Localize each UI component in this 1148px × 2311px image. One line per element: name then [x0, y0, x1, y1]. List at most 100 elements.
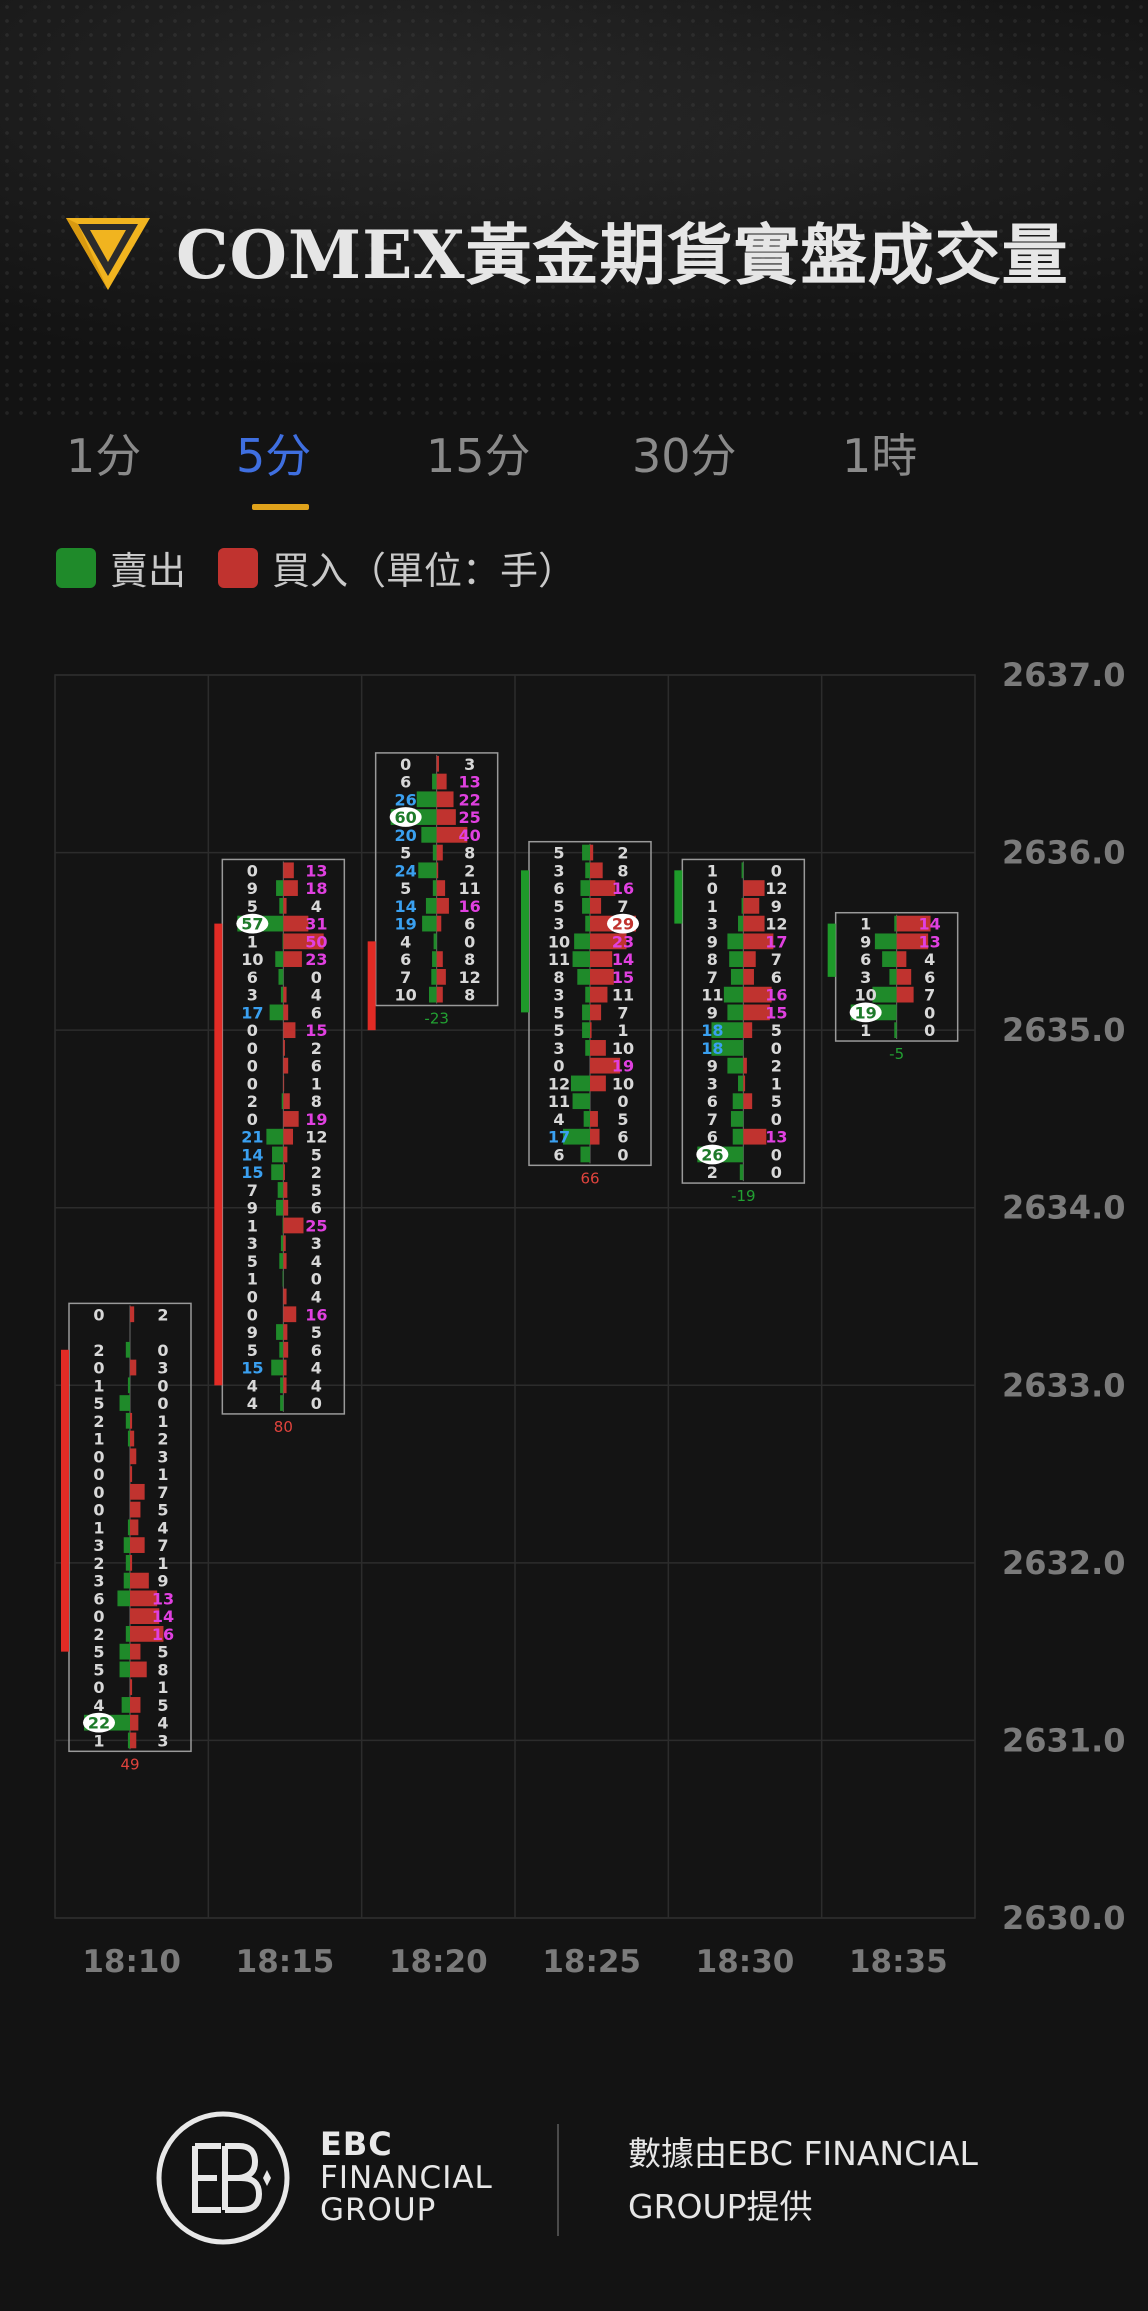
sell-volume-bar [431, 968, 437, 985]
sell-volume-label: 4 [247, 1394, 258, 1413]
sell-volume-bar [429, 986, 437, 1003]
buy-volume-label: 5 [157, 1696, 168, 1715]
buy-volume-label: 0 [157, 1376, 168, 1395]
buy-volume-bar [743, 1057, 747, 1074]
legend: 賣出 買入（單位：手） [56, 540, 576, 595]
delta-label: -19 [731, 1187, 756, 1205]
sell-volume-label: 3 [553, 1039, 564, 1058]
buy-volume-label: 7 [617, 897, 628, 916]
buy-volume-bar [130, 1643, 141, 1660]
buy-volume-bar [283, 915, 309, 932]
buy-volume-bar [130, 1697, 141, 1713]
sell-volume-bar [711, 1022, 744, 1039]
sell-volume-bar [127, 1430, 130, 1447]
sell-volume-bar [582, 897, 590, 914]
buy-volume-label: 8 [464, 844, 475, 863]
buy-volume-bar [283, 1235, 286, 1252]
data-provider-note: 數據由EBC FINANCIAL GROUP提供 [628, 2134, 978, 2226]
buy-volume-bar [130, 1501, 141, 1518]
sell-volume-bar [582, 1022, 590, 1039]
tab-1h[interactable]: 1時 [842, 429, 918, 483]
sell-volume-bar [125, 1412, 130, 1429]
sell-volume-bar [123, 1572, 130, 1589]
buy-volume-bar [896, 915, 931, 932]
buy-volume-label: 9 [771, 897, 782, 916]
buy-volume-bar [283, 1164, 285, 1181]
buy-volume-label: 0 [771, 1039, 782, 1058]
sell-volume-label: 1 [93, 1430, 104, 1449]
y-tick-label: 2634.0 [1002, 1189, 1125, 1227]
buy-volume-bar [130, 1554, 133, 1571]
sell-volume-label: 5 [247, 897, 258, 916]
buy-volume-label: 0 [311, 968, 322, 987]
sell-volume-label: 9 [247, 1323, 258, 1342]
buy-volume-label: 1 [157, 1465, 168, 1484]
buy-volume-bar [590, 933, 627, 950]
max-volume-marker [83, 1712, 115, 1733]
sell-volume-label: 1 [860, 915, 871, 934]
buy-volume-bar [590, 1040, 606, 1056]
buy-volume-bar [283, 1324, 288, 1340]
candle-body [61, 1349, 69, 1652]
sell-volume-label: 5 [553, 1003, 564, 1022]
sell-volume-bar [732, 1128, 744, 1145]
sell-volume-label: 0 [247, 1057, 258, 1076]
buy-volume-label: 4 [311, 1252, 322, 1271]
sell-volume-bar [125, 1626, 130, 1642]
sell-volume-label: 1 [247, 1270, 258, 1289]
sell-volume-bar [280, 1377, 284, 1394]
tab-30m[interactable]: 30分 [632, 429, 737, 483]
buy-volume-label: 11 [612, 986, 634, 1005]
sell-volume-bar [433, 933, 437, 950]
sell-volume-label: 22 [88, 1714, 110, 1733]
sell-volume-label: 0 [247, 1110, 258, 1129]
buy-volume-bar [436, 915, 442, 932]
buy-volume-bar [436, 897, 449, 914]
buy-volume-bar [590, 1075, 606, 1092]
sell-volume-bar [572, 1093, 590, 1110]
buy-volume-bar [283, 1111, 299, 1127]
sell-volume-label: 0 [93, 1501, 104, 1520]
buy-volume-label: 4 [311, 1288, 322, 1307]
tab-15m[interactable]: 15分 [426, 429, 531, 483]
sell-volume-label: 2 [93, 1341, 104, 1360]
sell-volume-label: 3 [707, 1074, 718, 1093]
sell-volume-label: 6 [93, 1589, 104, 1608]
buy-volume-bar [743, 1128, 767, 1145]
sell-volume-label: 9 [247, 1199, 258, 1218]
sell-volume-label: 5 [400, 879, 411, 898]
buy-volume-label: 13 [765, 1128, 787, 1147]
sell-volume-bar [127, 1519, 130, 1536]
sell-volume-bar [282, 1217, 284, 1234]
sell-volume-label: 11 [701, 986, 723, 1005]
sell-volume-bar [572, 951, 590, 967]
active-tab-indicator [252, 504, 309, 510]
sell-volume-label: 0 [247, 1288, 258, 1307]
sell-volume-bar [432, 844, 437, 861]
buy-volume-bar [590, 1004, 602, 1021]
sell-volume-label: 21 [241, 1128, 263, 1147]
buy-volume-bar [436, 755, 439, 772]
sell-volume-label: 14 [241, 1145, 263, 1164]
candle-box [834, 911, 959, 1042]
buy-volume-bar [283, 1341, 289, 1358]
sell-volume-label: 5 [400, 844, 411, 863]
sell-volume-bar [580, 1146, 590, 1163]
sell-volume-label: 0 [93, 1483, 104, 1502]
buy-volume-label: 4 [157, 1714, 168, 1733]
buy-volume-label: 6 [311, 1003, 322, 1022]
tab-5m[interactable]: 5分 [236, 429, 312, 483]
buy-volume-label: 15 [765, 1003, 787, 1022]
buy-volume-label: 8 [464, 986, 475, 1005]
sell-volume-bar [872, 986, 897, 1003]
tab-1m[interactable]: 1分 [66, 429, 142, 483]
buy-volume-bar [436, 809, 456, 825]
sell-volume-label: 9 [707, 932, 718, 951]
brand-line-1: EBC [320, 2125, 393, 2163]
sell-volume-bar [281, 1093, 284, 1110]
buy-volume-bar [743, 951, 756, 967]
buy-volume-label: 2 [464, 861, 475, 880]
sell-volume-label: 1 [707, 897, 718, 916]
sell-volume-label: 0 [247, 1305, 258, 1324]
buy-volume-label: 6 [311, 1057, 322, 1076]
